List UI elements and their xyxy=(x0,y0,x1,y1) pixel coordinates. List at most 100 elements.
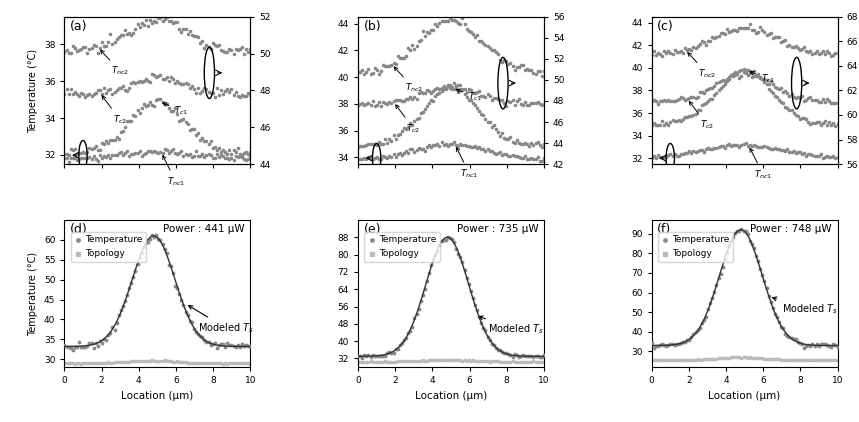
Point xyxy=(481,146,495,153)
Temperature xyxy=(391,346,405,353)
Topology xyxy=(478,358,492,365)
Point xyxy=(676,95,690,101)
Temperature xyxy=(472,314,486,321)
Point xyxy=(212,92,226,98)
Point xyxy=(783,92,796,99)
Point xyxy=(783,148,796,155)
Point xyxy=(436,86,450,93)
Temperature xyxy=(206,341,220,348)
Point xyxy=(426,97,440,104)
Point xyxy=(793,149,807,156)
Topology xyxy=(807,357,821,364)
Point xyxy=(755,76,769,82)
Point xyxy=(818,98,832,105)
Point xyxy=(483,93,497,100)
Topology xyxy=(672,357,685,363)
Point xyxy=(222,147,236,154)
Point xyxy=(72,47,86,54)
Point xyxy=(483,45,497,51)
Temperature xyxy=(528,352,542,359)
Temperature xyxy=(512,354,526,360)
Topology xyxy=(518,359,532,365)
Point xyxy=(216,147,230,154)
Topology xyxy=(212,360,226,367)
Point xyxy=(771,146,784,152)
Topology xyxy=(160,357,174,364)
Text: $T_{c2}$: $T_{c2}$ xyxy=(689,102,715,131)
Topology xyxy=(95,360,109,366)
Point xyxy=(771,85,784,92)
Temperature xyxy=(774,324,788,330)
Temperature xyxy=(487,341,501,348)
Point xyxy=(366,69,380,76)
Point xyxy=(368,154,381,161)
Temperature xyxy=(405,323,419,330)
Temperature xyxy=(381,349,394,356)
Temperature xyxy=(72,339,86,346)
Topology xyxy=(679,357,692,363)
Topology xyxy=(682,357,696,363)
Point xyxy=(807,119,821,126)
Temperature xyxy=(185,318,198,325)
Point xyxy=(393,149,406,156)
Point xyxy=(458,90,472,97)
Temperature xyxy=(691,327,704,334)
Topology xyxy=(537,359,551,365)
Temperature xyxy=(424,262,438,268)
Point xyxy=(655,153,669,160)
Point xyxy=(496,151,509,158)
Point xyxy=(162,18,176,24)
Text: Power : 441 μW: Power : 441 μW xyxy=(163,225,245,234)
Point xyxy=(401,45,415,51)
Point xyxy=(141,23,155,30)
Topology xyxy=(411,357,425,364)
Point xyxy=(472,87,486,94)
Point xyxy=(357,142,371,149)
Point xyxy=(143,17,157,24)
Point xyxy=(158,76,172,82)
Topology xyxy=(778,356,792,363)
Point xyxy=(491,95,505,102)
Point xyxy=(158,101,172,108)
Point xyxy=(789,149,802,156)
Temperature xyxy=(356,354,369,361)
Temperature xyxy=(704,299,717,306)
Topology xyxy=(803,357,817,363)
Point xyxy=(454,141,467,148)
Topology xyxy=(814,357,828,363)
Point xyxy=(158,16,172,22)
Point xyxy=(85,45,99,52)
Temperature xyxy=(705,295,719,301)
Point xyxy=(155,99,169,106)
Point xyxy=(430,22,444,29)
Point xyxy=(448,79,461,86)
Point xyxy=(508,67,521,74)
Point xyxy=(233,151,247,158)
Point xyxy=(820,96,834,103)
Point xyxy=(762,86,776,92)
Point xyxy=(62,91,76,98)
Point xyxy=(664,97,678,104)
Point xyxy=(351,102,365,109)
Point xyxy=(777,89,790,96)
Point xyxy=(356,67,369,73)
Temperature xyxy=(535,354,549,360)
Point xyxy=(85,155,99,162)
Point xyxy=(771,34,784,41)
Point xyxy=(88,155,102,162)
Point xyxy=(391,132,405,138)
Point xyxy=(385,99,399,106)
Topology xyxy=(818,357,832,364)
Temperature xyxy=(59,344,73,351)
Point xyxy=(179,80,192,87)
Point xyxy=(179,119,192,125)
Point xyxy=(375,141,388,147)
Point xyxy=(521,65,534,72)
Point xyxy=(674,117,688,124)
Topology xyxy=(112,359,125,366)
Point xyxy=(106,137,119,143)
Point xyxy=(674,47,688,54)
Topology xyxy=(533,359,546,365)
Topology xyxy=(391,358,405,365)
Point xyxy=(62,49,76,56)
